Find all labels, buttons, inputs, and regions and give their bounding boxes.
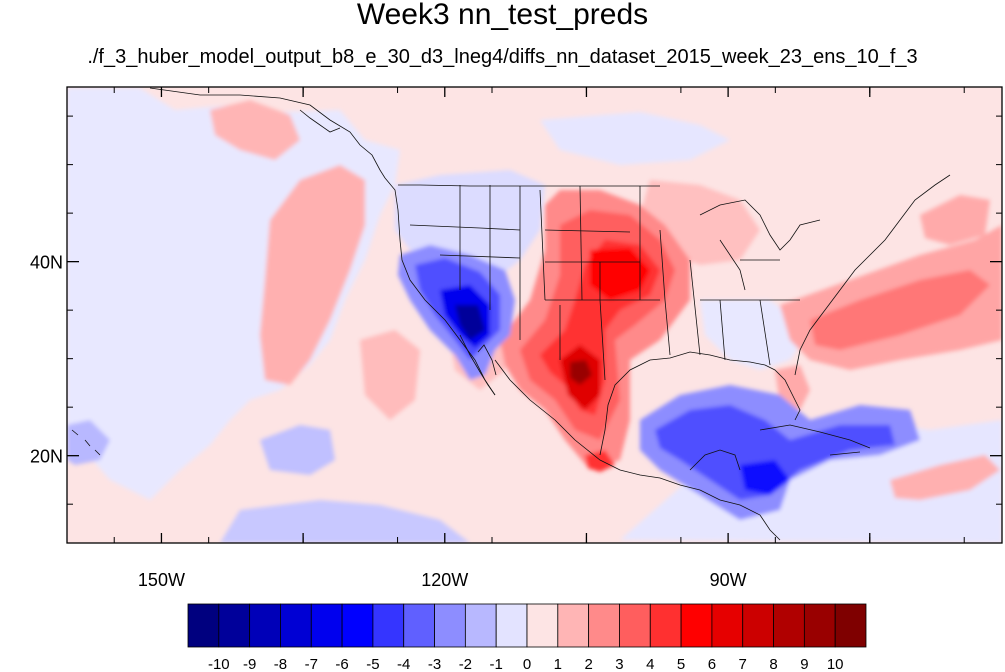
colorbar-label: -10 — [208, 656, 230, 672]
colorbar-swatch — [434, 603, 466, 648]
coastlines-and-borders — [71, 87, 951, 541]
colorbar-label: -7 — [305, 656, 318, 672]
colorbar-label: -1 — [490, 656, 503, 672]
colorbar-swatch — [711, 603, 744, 648]
colorbar-swatch — [495, 603, 528, 648]
colorbar-label: -5 — [366, 656, 379, 672]
plot-title: Week3 nn_test_preds — [356, 0, 649, 31]
plot-subtitle: ./f_3_huber_model_output_b8_e_30_d3_lneg… — [87, 46, 918, 68]
anomaly-field — [67, 88, 1002, 543]
colorbar-swatch — [742, 603, 774, 648]
colorbar-label: -2 — [459, 656, 472, 672]
lat-tick-label: 20N — [30, 447, 63, 467]
colorbar-swatch — [218, 603, 251, 648]
map-frame — [66, 86, 1003, 544]
minor-ticks — [67, 87, 1002, 543]
colorbar-swatch — [557, 603, 590, 648]
colorbar-label: -9 — [243, 656, 256, 672]
colorbar-label: 7 — [739, 656, 747, 672]
colorbar-label: -4 — [397, 656, 410, 672]
colorbar-swatch — [341, 603, 374, 648]
colorbar-label: -3 — [428, 656, 441, 672]
colorbar-label: 8 — [769, 656, 777, 672]
longitude-axis: 150W 120W 90W — [138, 87, 747, 590]
colorbar-swatch — [372, 603, 405, 648]
latitude-axis: 40N 20N — [30, 253, 1002, 467]
colorbar-swatch — [619, 603, 651, 648]
colorbar-label: 3 — [615, 656, 623, 672]
lon-tick-label: 150W — [138, 570, 185, 590]
colorbar-label: 2 — [584, 656, 592, 672]
colorbar-label: 10 — [827, 656, 844, 672]
colorbar-label: 0 — [523, 656, 531, 672]
colorbar-swatch — [310, 603, 343, 648]
colorbar-swatch — [403, 603, 435, 648]
colorbar-label: -6 — [335, 656, 348, 672]
colorbar-swatch — [773, 603, 805, 648]
colorbar-swatch — [649, 603, 682, 648]
colorbar-swatch — [588, 603, 620, 648]
lat-tick-label: 40N — [30, 253, 63, 273]
lon-tick-label: 90W — [710, 570, 747, 590]
colorbar-swatch — [526, 603, 559, 648]
colorbar-swatch — [803, 603, 836, 648]
colorbar-swatch — [249, 603, 281, 648]
colorbar-swatch — [464, 603, 497, 648]
colorbar-label: 6 — [708, 656, 716, 672]
colorbar — [187, 603, 867, 648]
colorbar-label: 9 — [800, 656, 808, 672]
lon-tick-label: 120W — [421, 570, 468, 590]
colorbar-label: 4 — [646, 656, 654, 672]
colorbar-label: 1 — [554, 656, 562, 672]
colorbar-swatch — [834, 603, 867, 648]
colorbar-swatch — [187, 603, 220, 648]
colorbar-swatch — [280, 603, 312, 648]
colorbar-swatch — [680, 603, 713, 648]
colorbar-label: 5 — [677, 656, 685, 672]
colorbar-label: -8 — [274, 656, 287, 672]
colorbar-labels: -10 -9 -8 -7 -6 -5 -4 -3 -2 -1 0 1 2 3 4 5 6 7 8 9 10 — [208, 656, 844, 672]
